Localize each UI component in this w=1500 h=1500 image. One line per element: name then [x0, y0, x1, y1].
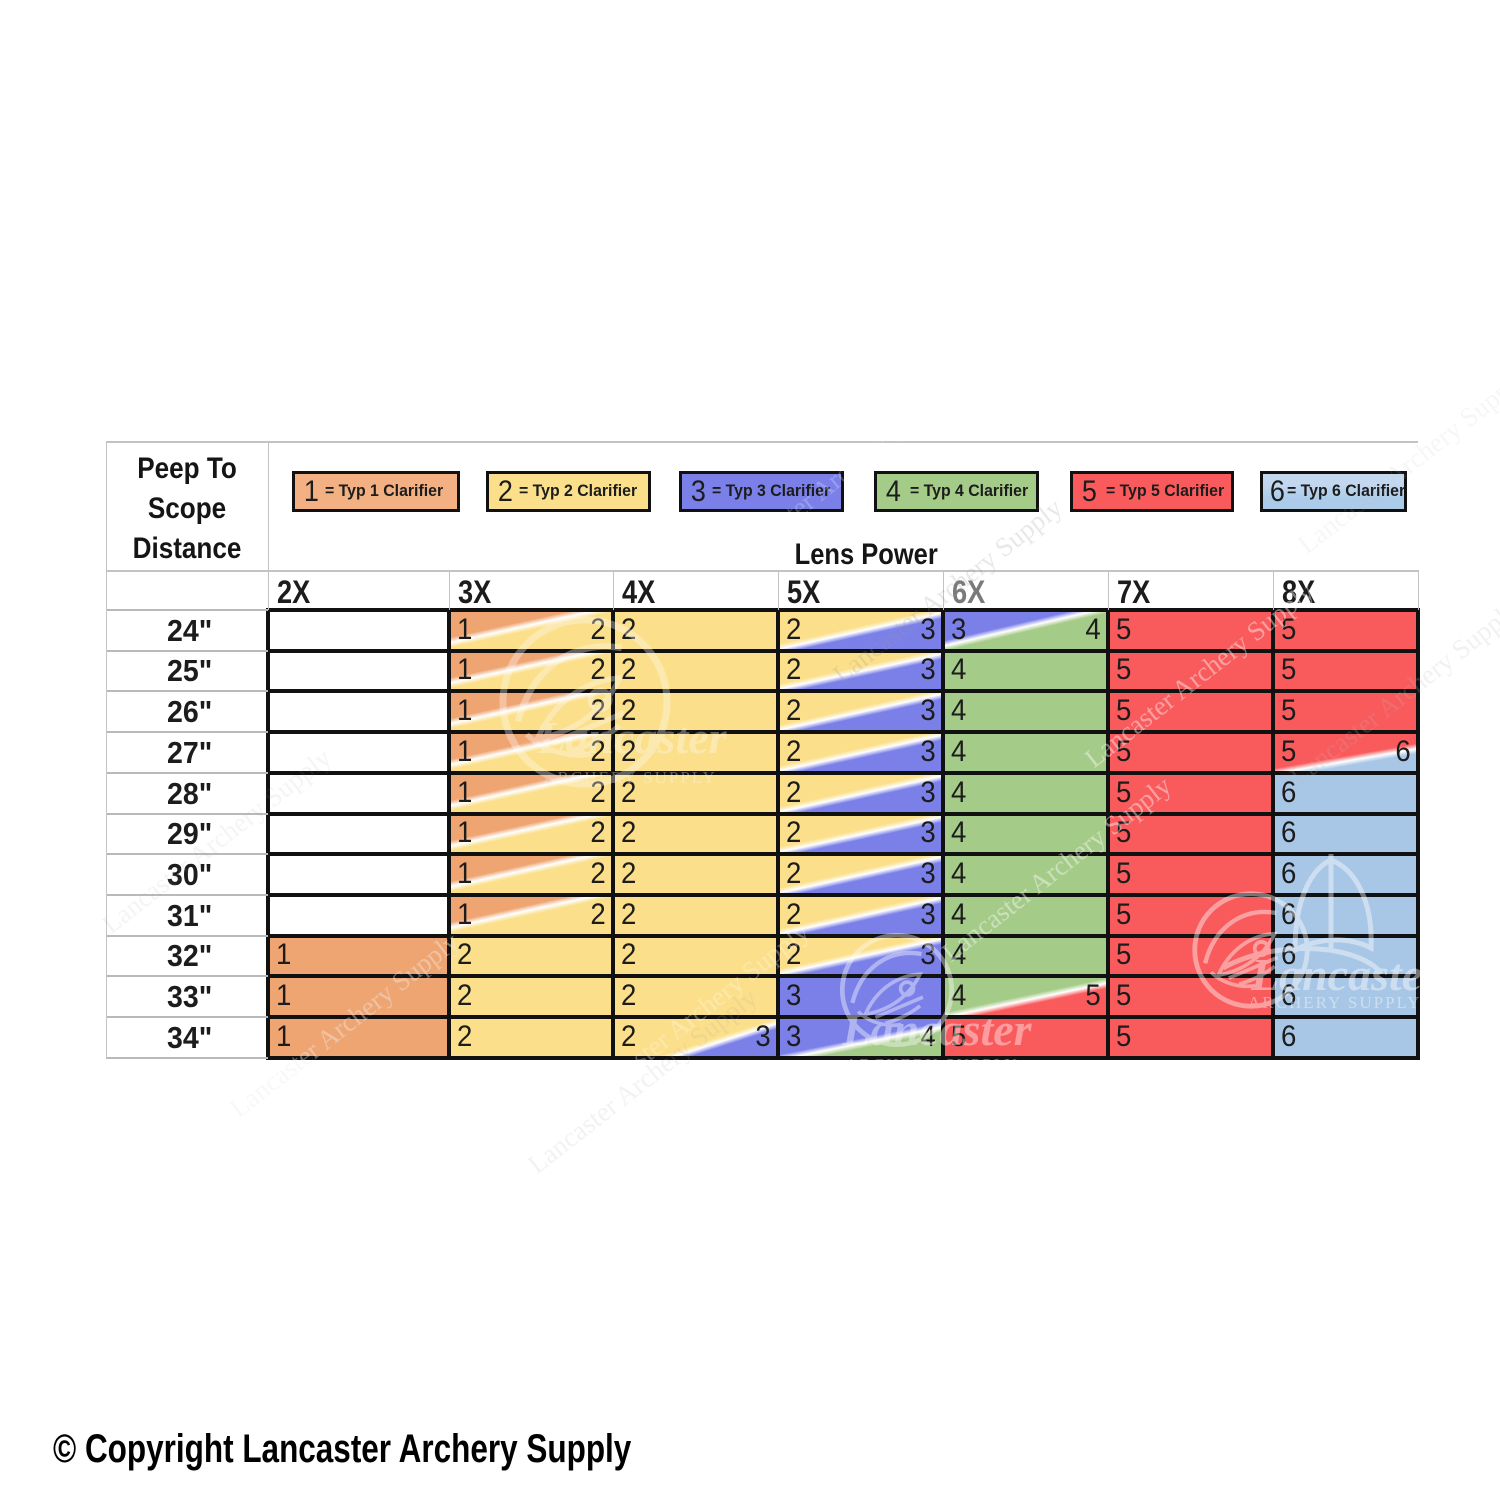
svg-text:Lancaster Archery Supply: Lancaster Archery Supply — [1292, 362, 1500, 560]
